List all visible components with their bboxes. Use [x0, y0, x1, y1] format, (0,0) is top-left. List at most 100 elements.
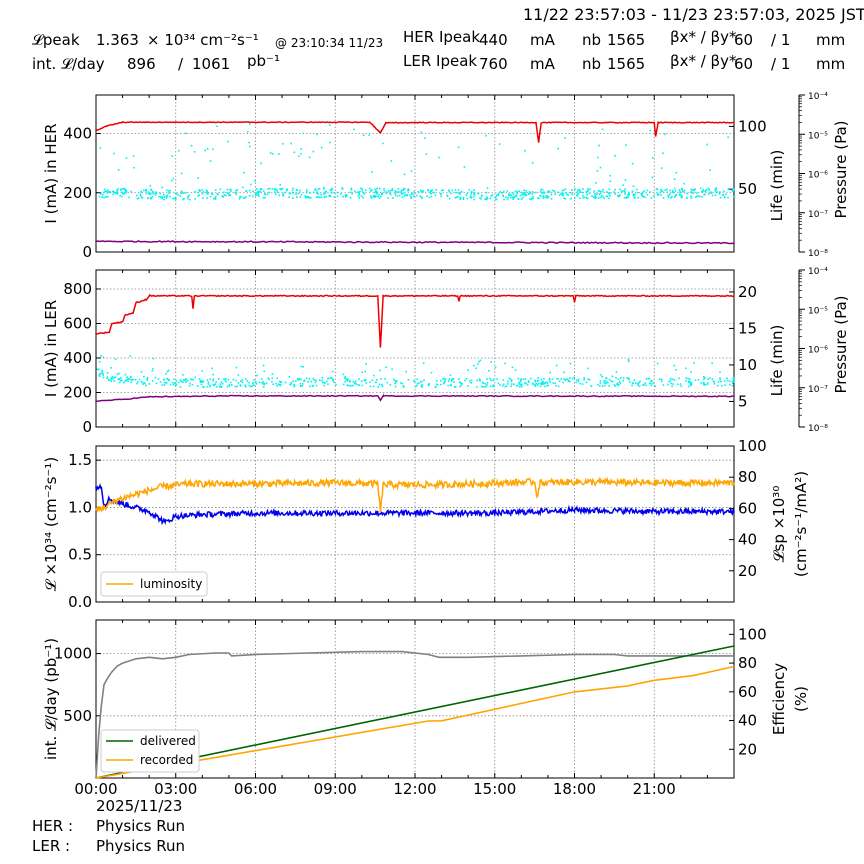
her-life-point [168, 190, 170, 192]
her-life-point [145, 190, 147, 192]
ler-life-point [690, 382, 693, 385]
intl-recorded: 896 [127, 55, 156, 73]
ler-life-point [539, 382, 542, 385]
her-life-point [631, 162, 634, 165]
her-life-point [448, 190, 450, 193]
her-life-point [278, 153, 280, 155]
ler-life-point [566, 378, 569, 381]
ler-life-point [522, 378, 525, 381]
ler-life-point [143, 375, 145, 378]
ler-life-point-group [96, 355, 736, 389]
her-life-point [495, 195, 498, 197]
her-life-point [264, 192, 266, 195]
her-life-point [136, 197, 139, 200]
her-life-point [701, 190, 703, 193]
her-life-point [649, 191, 651, 193]
ler-life-point [534, 380, 536, 383]
ler-life-point [484, 383, 486, 385]
ler-life-point [235, 366, 238, 369]
her-life-point [592, 196, 595, 198]
her-life-point [438, 156, 440, 159]
ler-life-point [501, 385, 504, 387]
ler-life-point [241, 379, 244, 381]
ler-life-point [237, 382, 240, 384]
ler-life-point [650, 384, 653, 387]
her-life-point [394, 192, 397, 194]
luminosity-line [95, 476, 735, 513]
ler-life-point [114, 376, 117, 378]
ler-life-point [200, 383, 203, 386]
her-life-point [671, 195, 673, 198]
pressure-tick-label: 10⁻⁴ [808, 92, 828, 102]
her-life-point [662, 152, 664, 154]
her-life-point [542, 197, 545, 199]
y2-tick-label: 100 [738, 437, 767, 455]
ler-life-point [136, 382, 138, 385]
ler-life-point [276, 377, 278, 379]
her-life-point [269, 152, 272, 154]
her-life-point [646, 193, 649, 196]
ler-life-point [151, 380, 154, 382]
ler-current-line [95, 293, 735, 348]
ler-life-point [179, 386, 182, 388]
ler-life-point [399, 382, 402, 384]
her-life-point [400, 190, 402, 193]
her-life-point [226, 188, 229, 191]
her-life-point [598, 193, 601, 196]
her-life-point [101, 196, 103, 198]
her-life-point [368, 134, 370, 136]
y-tick-label: 1.5 [68, 451, 92, 469]
y-tick-label: 400 [63, 349, 92, 367]
her-life-point [602, 188, 604, 191]
ler-life-point [112, 377, 114, 380]
her-status-label: HER : [32, 817, 74, 835]
her-life-point [402, 187, 405, 190]
her-life-point [380, 193, 383, 196]
ler-life-point [688, 381, 690, 384]
her-life-point [430, 192, 432, 195]
ler-life-point [152, 367, 154, 370]
ler-life-point [313, 379, 316, 381]
ler-life-point [732, 377, 734, 380]
ler-life-point [693, 362, 695, 364]
ler-life-point [605, 382, 607, 384]
her-life-point [336, 191, 339, 194]
ler-life-point [355, 383, 357, 385]
ler-life-point [599, 385, 601, 387]
y-tick-label: 800 [63, 280, 92, 298]
ler-life-point [161, 384, 164, 386]
ler-life-point [321, 381, 324, 384]
her-life-point [336, 195, 339, 197]
x-tick-label: 12:00 [393, 780, 436, 798]
her-life-point [324, 195, 326, 198]
her-life-point [466, 192, 468, 195]
ler-life-point [717, 381, 720, 383]
her-life-point [561, 192, 564, 194]
her-life-point [323, 187, 325, 189]
her-life-point [180, 172, 183, 175]
ler-life-point [608, 385, 611, 387]
her-life-point [406, 194, 408, 196]
ler-life-point [114, 358, 117, 361]
ler-life-point [261, 382, 263, 384]
her-life-point [362, 197, 364, 199]
ler-life-point [543, 385, 546, 388]
her-life-point [690, 191, 692, 193]
her-life-point [520, 197, 523, 200]
ler-life-point [626, 377, 628, 379]
her-life-point [354, 190, 356, 193]
y-tick-label: 600 [63, 314, 92, 332]
ler-life-point [590, 385, 592, 387]
her-life-point [624, 193, 626, 195]
her-life-point [349, 191, 352, 194]
ler-life-point [729, 383, 731, 386]
ler-life-point [182, 374, 184, 376]
ler-life-point [423, 379, 425, 381]
ler-life-point [599, 380, 602, 382]
her-life-point [608, 197, 610, 200]
ler-life-point [504, 385, 507, 388]
her-life-point [119, 194, 121, 197]
ler-life-point [108, 379, 110, 381]
her-life-point [593, 190, 596, 192]
ler-life-point [601, 375, 603, 378]
